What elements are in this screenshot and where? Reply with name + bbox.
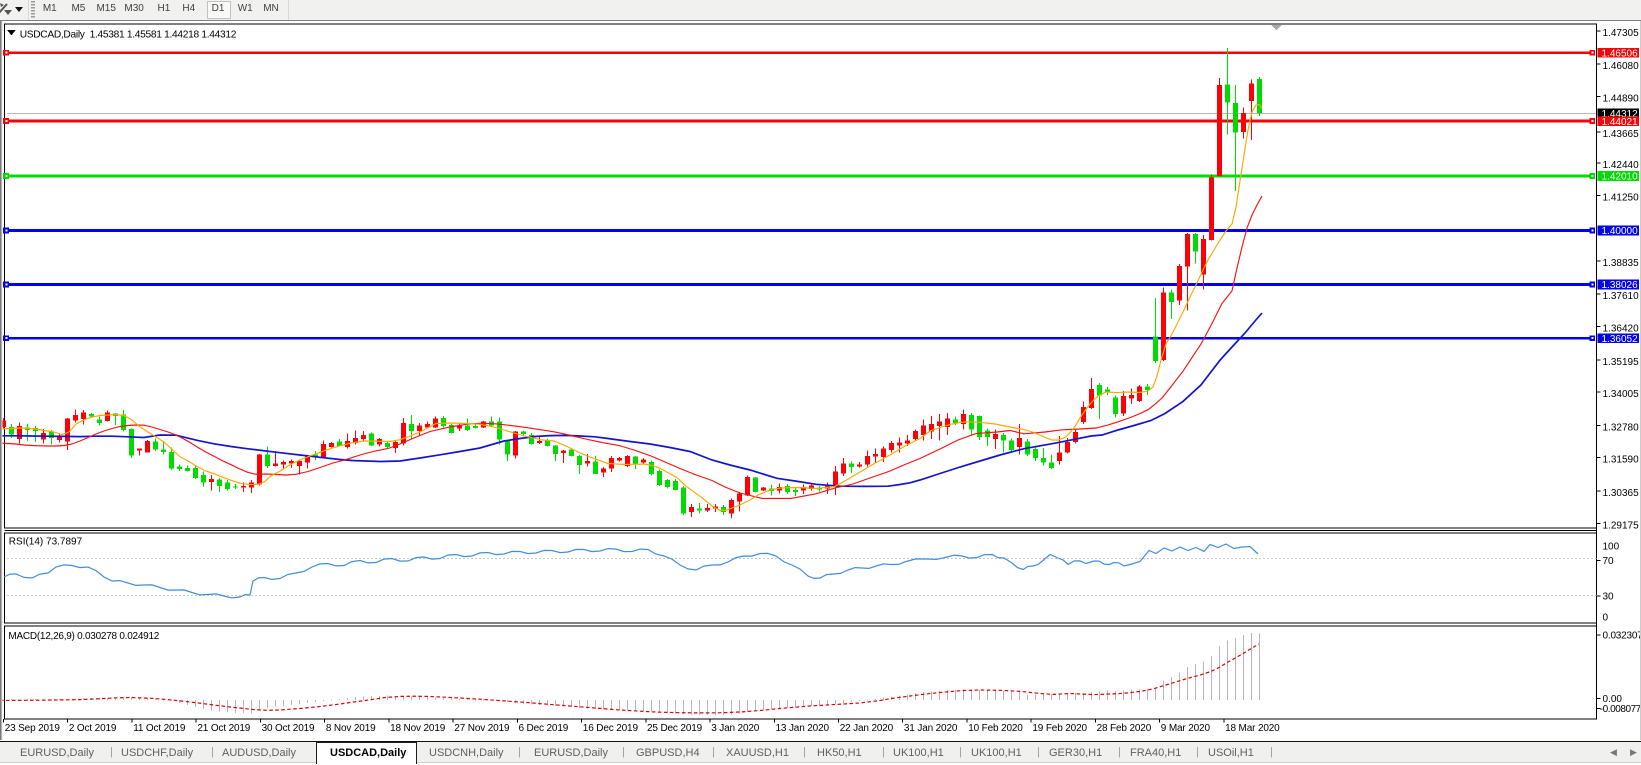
svg-text:100: 100 xyxy=(1603,542,1620,553)
svg-text:0.032307: 0.032307 xyxy=(1603,631,1641,642)
svg-text:23 Sep 2019: 23 Sep 2019 xyxy=(5,723,61,734)
svg-text:28 Feb 2020: 28 Feb 2020 xyxy=(1097,723,1152,734)
svg-text:3 Jan 2020: 3 Jan 2020 xyxy=(711,723,760,734)
svg-text:1.32780: 1.32780 xyxy=(1603,422,1640,433)
svg-text:1.30365: 1.30365 xyxy=(1603,488,1640,499)
svg-text:1.42010: 1.42010 xyxy=(1602,172,1639,183)
svg-text:1.44021: 1.44021 xyxy=(1602,117,1639,128)
svg-text:1.46080: 1.46080 xyxy=(1603,61,1640,72)
svg-text:1.46506: 1.46506 xyxy=(1602,48,1639,59)
svg-text:0.00: 0.00 xyxy=(1603,694,1623,705)
svg-text:11 Oct 2019: 11 Oct 2019 xyxy=(133,723,186,734)
svg-text:18 Mar 2020: 18 Mar 2020 xyxy=(1225,723,1280,734)
svg-text:21 Oct 2019: 21 Oct 2019 xyxy=(197,723,250,734)
svg-text:1.36052: 1.36052 xyxy=(1602,334,1639,345)
svg-text:1.34005: 1.34005 xyxy=(1603,389,1640,400)
svg-text:1.29175: 1.29175 xyxy=(1603,520,1640,531)
svg-text:22 Jan 2020: 22 Jan 2020 xyxy=(840,723,894,734)
svg-text:25 Dec 2019: 25 Dec 2019 xyxy=(647,723,703,734)
svg-text:MACD(12,26,9) 0.030278 0.02491: MACD(12,26,9) 0.030278 0.024912 xyxy=(8,631,159,642)
svg-text:9 Mar 2020: 9 Mar 2020 xyxy=(1161,723,1211,734)
svg-text:1.35195: 1.35195 xyxy=(1603,357,1640,368)
svg-text:16 Dec 2019: 16 Dec 2019 xyxy=(583,723,639,734)
svg-text:27 Nov 2019: 27 Nov 2019 xyxy=(454,723,510,734)
svg-text:1.44890: 1.44890 xyxy=(1603,93,1640,104)
svg-text:18 Nov 2019: 18 Nov 2019 xyxy=(390,723,446,734)
svg-text:1.37610: 1.37610 xyxy=(1603,291,1640,302)
svg-text:2 Oct 2019: 2 Oct 2019 xyxy=(69,723,117,734)
svg-text:1.38026: 1.38026 xyxy=(1602,280,1639,291)
svg-text:19 Feb 2020: 19 Feb 2020 xyxy=(1032,723,1087,734)
svg-text:1.44312: 1.44312 xyxy=(1602,109,1639,120)
svg-text:13 Jan 2020: 13 Jan 2020 xyxy=(776,723,830,734)
svg-text:1.31590: 1.31590 xyxy=(1603,455,1640,466)
svg-text:RSI(14) 73.7897: RSI(14) 73.7897 xyxy=(9,537,83,548)
svg-text:31 Jan 2020: 31 Jan 2020 xyxy=(904,723,958,734)
svg-text:1.42440: 1.42440 xyxy=(1603,160,1640,171)
svg-text:0: 0 xyxy=(1603,612,1609,623)
svg-text:USDCAD,Daily 1.45381 1.45581: USDCAD,Daily 1.45381 1.45581 1.44218 1.4… xyxy=(20,29,237,40)
svg-text:10 Feb 2020: 10 Feb 2020 xyxy=(968,723,1023,734)
svg-text:8 Nov 2019: 8 Nov 2019 xyxy=(326,723,376,734)
svg-text:30: 30 xyxy=(1603,592,1615,603)
svg-text:1.41250: 1.41250 xyxy=(1603,192,1640,203)
svg-text:1.43665: 1.43665 xyxy=(1603,129,1640,140)
svg-text:1.47305: 1.47305 xyxy=(1603,28,1640,39)
svg-text:-0.008077: -0.008077 xyxy=(1600,704,1641,715)
svg-text:6 Dec 2019: 6 Dec 2019 xyxy=(519,723,569,734)
svg-text:1.38835: 1.38835 xyxy=(1603,258,1640,269)
svg-text:1.36420: 1.36420 xyxy=(1603,324,1640,335)
svg-text:70: 70 xyxy=(1603,556,1615,567)
svg-text:30 Oct 2019: 30 Oct 2019 xyxy=(262,723,315,734)
svg-text:1.40000: 1.40000 xyxy=(1602,226,1639,237)
